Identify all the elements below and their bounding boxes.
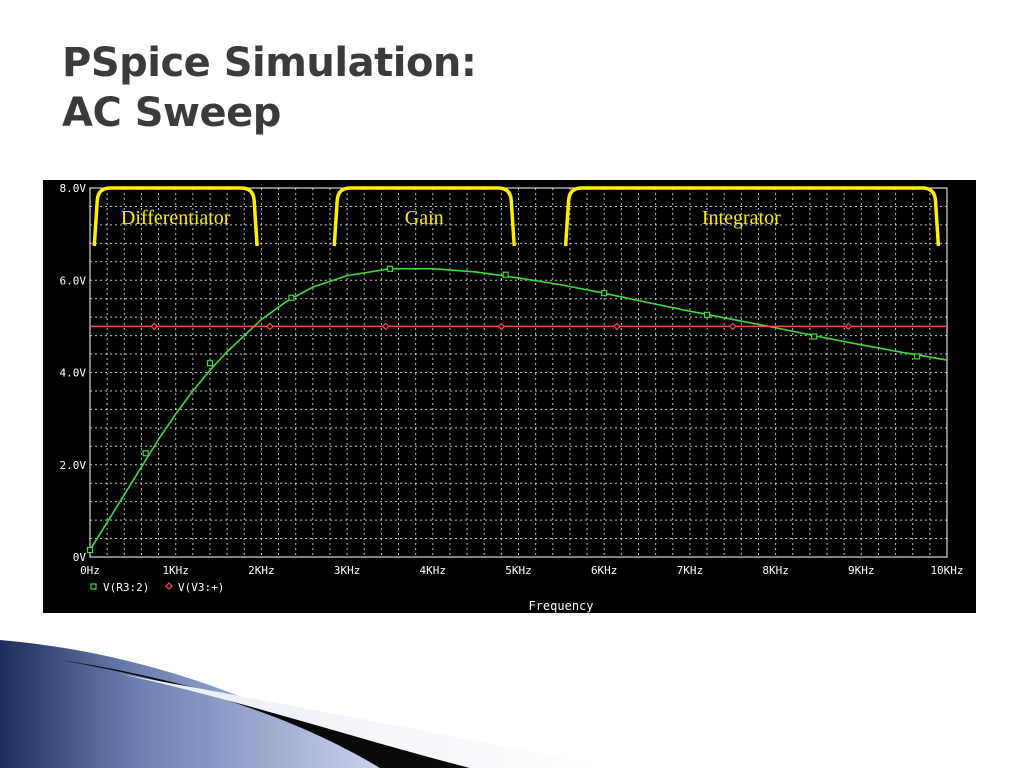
series-marker-diamond — [497, 322, 506, 331]
series-line-1 — [89, 267, 948, 551]
y-tick-label: 6.0V — [60, 274, 87, 287]
x-tick-label: 5KHz — [505, 564, 532, 577]
x-tick-label: 7KHz — [677, 564, 704, 577]
series-marker-square — [288, 294, 295, 301]
y-tick-label: 8.0V — [60, 182, 87, 195]
region-bracket — [332, 186, 516, 247]
x-axis-label: Frequency — [528, 599, 593, 613]
y-tick-label: 4.0V — [60, 367, 87, 380]
series-marker-square — [386, 265, 394, 272]
series — [86, 265, 948, 554]
x-tick-label: 10KHz — [930, 564, 963, 577]
slide-title-line-1: PSpice Simulation: — [62, 40, 477, 86]
legend-marker-diamond — [165, 582, 173, 590]
series-marker-diamond — [381, 322, 390, 331]
series-marker-square — [502, 271, 509, 278]
slide-title-line-2: AC Sweep — [62, 90, 281, 136]
region-label: Integrator — [702, 207, 781, 229]
x-tick-label: 4KHz — [420, 564, 447, 577]
slide-title: PSpice Simulation: AC Sweep — [62, 38, 477, 138]
series-marker-diamond — [728, 322, 737, 331]
x-tick-label: 6KHz — [591, 564, 618, 577]
plot-frame — [89, 187, 948, 558]
region-label: Gain — [405, 207, 444, 229]
x-tick-label: 2KHz — [248, 564, 275, 577]
ac-sweep-chart: 0V 2.0V 4.0V 6.0V 8.0V 0Hz 1KHz 2KHz 3KHz 4KHz 5KH… — [60, 182, 964, 613]
x-tick-label: 0Hz — [80, 564, 100, 577]
series-marker-square — [811, 333, 818, 340]
pspice-plot-window: 0V 2.0V 4.0V 6.0V 8.0V 0Hz 1KHz 2KHz 3KHz 4KHz 5KH… — [43, 180, 976, 613]
legend-label: V(V3:+) — [178, 581, 224, 594]
series-marker-square — [86, 546, 94, 554]
region-label: Differentiator — [121, 207, 231, 229]
series-marker-square — [142, 450, 149, 457]
axes: 0V 2.0V 4.0V 6.0V 8.0V 0Hz 1KHz 2KHz 3KHz 4KHz 5KH… — [60, 182, 964, 577]
series-marker-diamond — [150, 322, 159, 331]
footer-swoosh-decoration — [0, 640, 620, 768]
y-tick-label: 0V — [73, 551, 87, 564]
region-bracket — [92, 186, 259, 247]
legend-marker-square — [90, 583, 97, 590]
legend-label: V(R3:2) — [103, 581, 149, 594]
legend: V(R3:2) V(V3:+) — [90, 581, 224, 594]
region-annotations: Differentiator Gain Integrator — [92, 186, 941, 247]
series-marker-square — [703, 311, 711, 318]
series-marker-square — [601, 290, 608, 297]
x-tick-label: 3KHz — [334, 564, 361, 577]
x-tick-label: 8KHz — [762, 564, 789, 577]
x-tick-label: 1KHz — [162, 564, 189, 577]
y-tick-label: 2.0V — [60, 459, 87, 472]
series-marker-square — [206, 360, 214, 367]
grid — [89, 187, 948, 558]
series-marker-square — [913, 353, 921, 360]
series-marker-diamond — [613, 322, 621, 331]
series-marker-diamond — [266, 322, 274, 331]
series-marker-diamond — [844, 322, 853, 331]
x-tick-label: 9KHz — [848, 564, 875, 577]
region-bracket — [563, 186, 941, 247]
